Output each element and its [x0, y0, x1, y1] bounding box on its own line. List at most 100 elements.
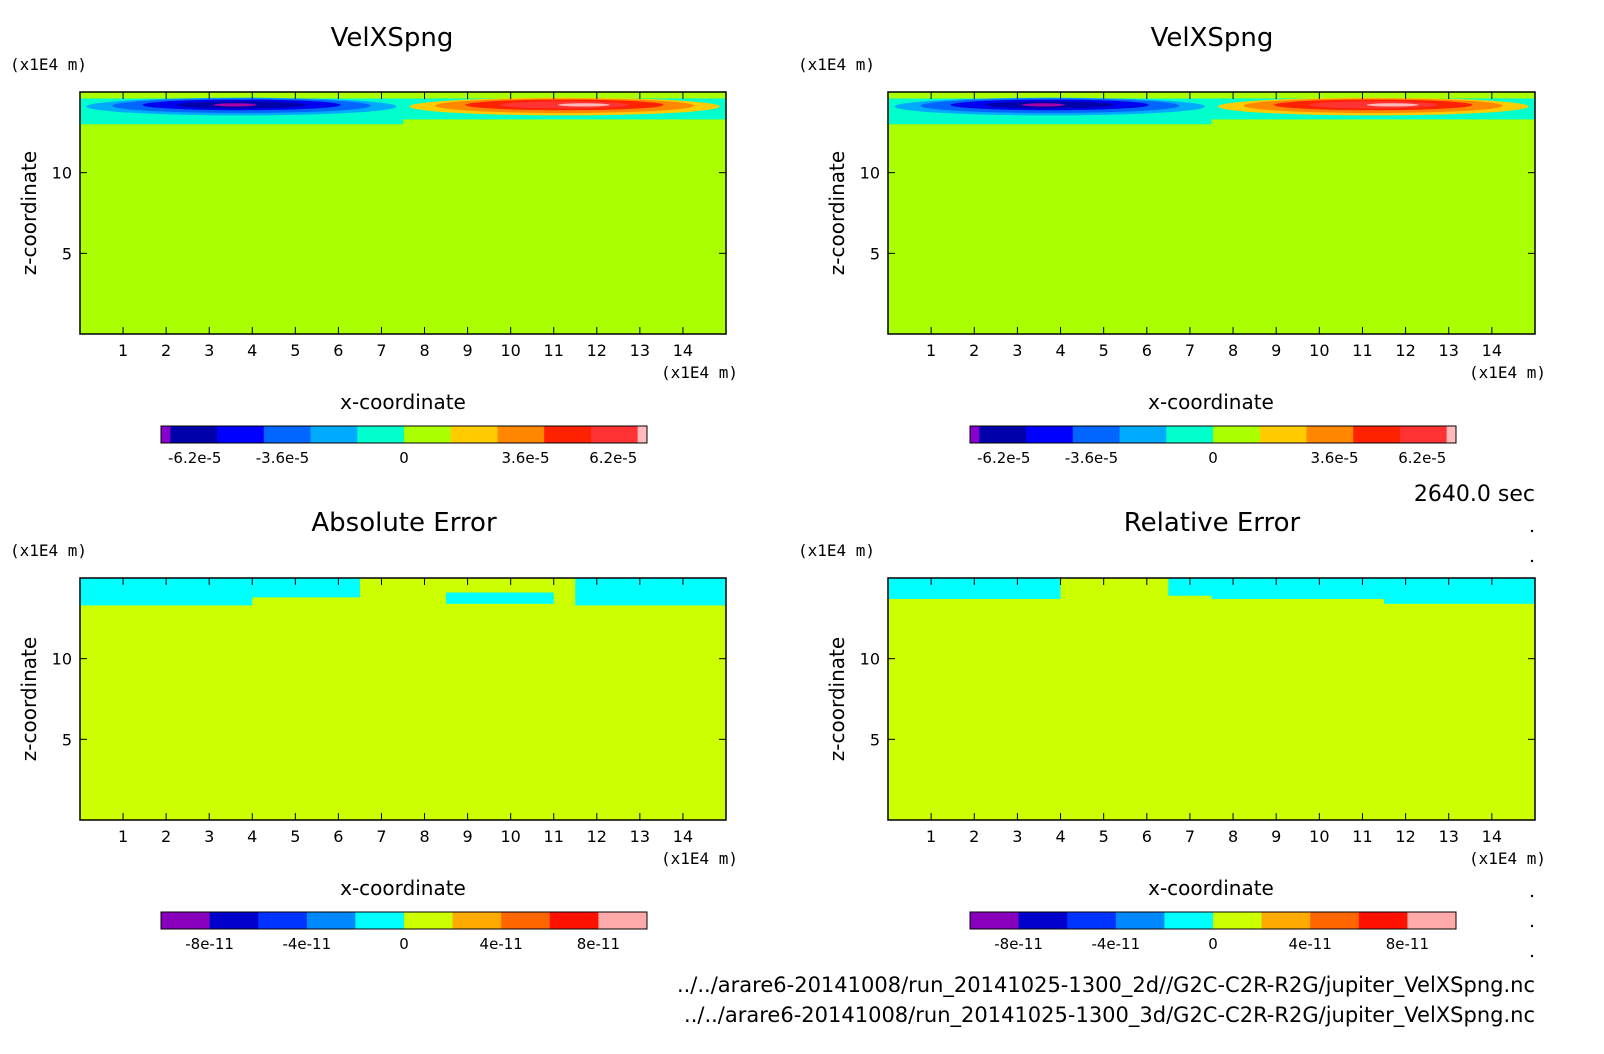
x-tick-label: 9: [1271, 341, 1281, 360]
x-tick-label: 8: [419, 827, 429, 846]
colorbar-label: 0: [1208, 449, 1218, 467]
x-tick-label: 2: [969, 827, 979, 846]
x-tick-label: 14: [673, 341, 693, 360]
heatmap-band: [575, 578, 726, 606]
chart-title: Relative Error: [1124, 508, 1301, 538]
x-tick-label: 12: [587, 341, 607, 360]
colorbar-segment: [1018, 912, 1068, 929]
colorbar-segment: [1213, 912, 1263, 929]
chart-title: Absolute Error: [311, 508, 497, 538]
y-tick-label: 10: [52, 164, 72, 183]
x-tick-label: 10: [1309, 341, 1329, 360]
colorbar-label: -3.6e-5: [256, 449, 309, 467]
colorbar-segment: [497, 426, 545, 443]
x-tick-label: 14: [1482, 341, 1502, 360]
colorbar-segment: [1166, 426, 1214, 443]
colorbar-segment: [1261, 912, 1311, 929]
y-tick-label: 5: [870, 244, 880, 263]
colorbar-label: 3.6e-5: [1310, 449, 1358, 467]
colorbar-segment: [161, 912, 211, 929]
heatmap-background: [80, 92, 726, 334]
y-tick-label: 5: [870, 730, 880, 749]
x-tick-label: 12: [1395, 341, 1415, 360]
colorbar-segment: [357, 426, 405, 443]
x-tick-label: 13: [1439, 827, 1459, 846]
colorbar-segment: [1399, 426, 1448, 443]
colorbar-frame: [160, 911, 648, 930]
y-axis-label: z-coordinate: [825, 151, 849, 275]
colorbar-segment: [1119, 426, 1167, 443]
colorbar-segment: [970, 426, 980, 443]
x-tick-label: 13: [630, 341, 650, 360]
x-tick-label: 14: [1482, 827, 1502, 846]
colorbar-segment: [355, 912, 405, 929]
colorbar-segment: [549, 912, 599, 929]
heatmap-band: [1168, 578, 1212, 596]
x-tick-label: 11: [544, 341, 564, 360]
colorbar-label: -4e-11: [1091, 935, 1140, 953]
colorbar-segment: [1115, 912, 1165, 929]
colorbar-label: 0: [399, 449, 409, 467]
y-tick-label: 10: [52, 650, 72, 669]
colorbar-segment: [970, 912, 1020, 929]
plot-frame: [887, 91, 1536, 335]
x-tick-label: 8: [1228, 827, 1238, 846]
x-tick-label: 5: [1099, 341, 1109, 360]
colorbar-segment: [404, 912, 454, 929]
colorbar-label: 4e-11: [480, 935, 523, 953]
colorbar-segment: [544, 426, 592, 443]
colorbar-frame: [969, 425, 1457, 444]
colorbar-label: 8e-11: [1386, 935, 1429, 953]
heatmap-background: [888, 578, 1535, 820]
x-tick-label: 10: [1309, 827, 1329, 846]
y-axis-label: z-coordinate: [17, 151, 41, 275]
file-path-2d: ../../arare6-20141008/run_20141025-1300_…: [677, 973, 1535, 998]
x-tick-label: 4: [1055, 341, 1065, 360]
colorbar-segment: [590, 426, 639, 443]
x-tick-label: 3: [204, 341, 214, 360]
x-tick-label: 1: [118, 341, 128, 360]
colorbar-segment: [258, 912, 308, 929]
heatmap-background: [888, 92, 1535, 334]
colorbar-segment: [1310, 912, 1360, 929]
x-tick-label: 7: [1185, 341, 1195, 360]
x-tick-label: 7: [376, 341, 386, 360]
panel-velxspng-3d: VelXSpng (x1E4 m) 1 2 3 4 5 6 7 8 9 10 11 12 13 14510…: [798, 23, 1546, 467]
colorbar-segment: [404, 426, 452, 443]
colorbar-segment: [217, 426, 265, 443]
colorbar-segment: [1353, 426, 1401, 443]
colorbar-label: -6.2e-5: [977, 449, 1030, 467]
colorbar-segment: [637, 426, 648, 443]
panel-absolute-error: Absolute Error (x1E4 m) 1 2 3 4 5 6 7 8 9 10 11 12 1…: [10, 508, 738, 953]
y-tick-label: 10: [860, 650, 880, 669]
file-path-3d: ../../arare6-20141008/run_20141025-1300_…: [684, 1003, 1535, 1028]
colorbar-segment: [1306, 426, 1354, 443]
heatmap-contour: [213, 103, 257, 107]
x-tick-label: 4: [1055, 827, 1065, 846]
colorbar-segment: [1026, 426, 1074, 443]
x-axis-label: x-coordinate: [1148, 390, 1274, 414]
x-tick-label: 5: [1099, 827, 1109, 846]
heatmap-contour: [558, 103, 610, 107]
x-tick-label: 3: [204, 827, 214, 846]
x-tick-label: 1: [118, 827, 128, 846]
colorbar-label: -4e-11: [282, 935, 331, 953]
colorbar-segment: [1358, 912, 1408, 929]
x-tick-label: 13: [630, 827, 650, 846]
x-tick-label: 5: [290, 827, 300, 846]
x-tick-label: 10: [500, 341, 520, 360]
y-tick-label: 5: [62, 244, 72, 263]
heatmap-contour: [1021, 103, 1065, 107]
x-tick-label: 8: [1228, 341, 1238, 360]
x-tick-label: 9: [1271, 827, 1281, 846]
x-tick-label: 4: [247, 341, 257, 360]
colorbar-segment: [263, 426, 312, 443]
x-tick-label: 11: [1352, 827, 1372, 846]
x-tick-label: 1: [926, 827, 936, 846]
heatmap-band: [1384, 578, 1535, 604]
x-tick-label: 9: [463, 341, 473, 360]
heatmap-field: [888, 578, 1535, 820]
colorbar-segment: [306, 912, 356, 929]
y-tick-label: 10: [860, 164, 880, 183]
x-axis-label: x-coordinate: [340, 876, 466, 900]
